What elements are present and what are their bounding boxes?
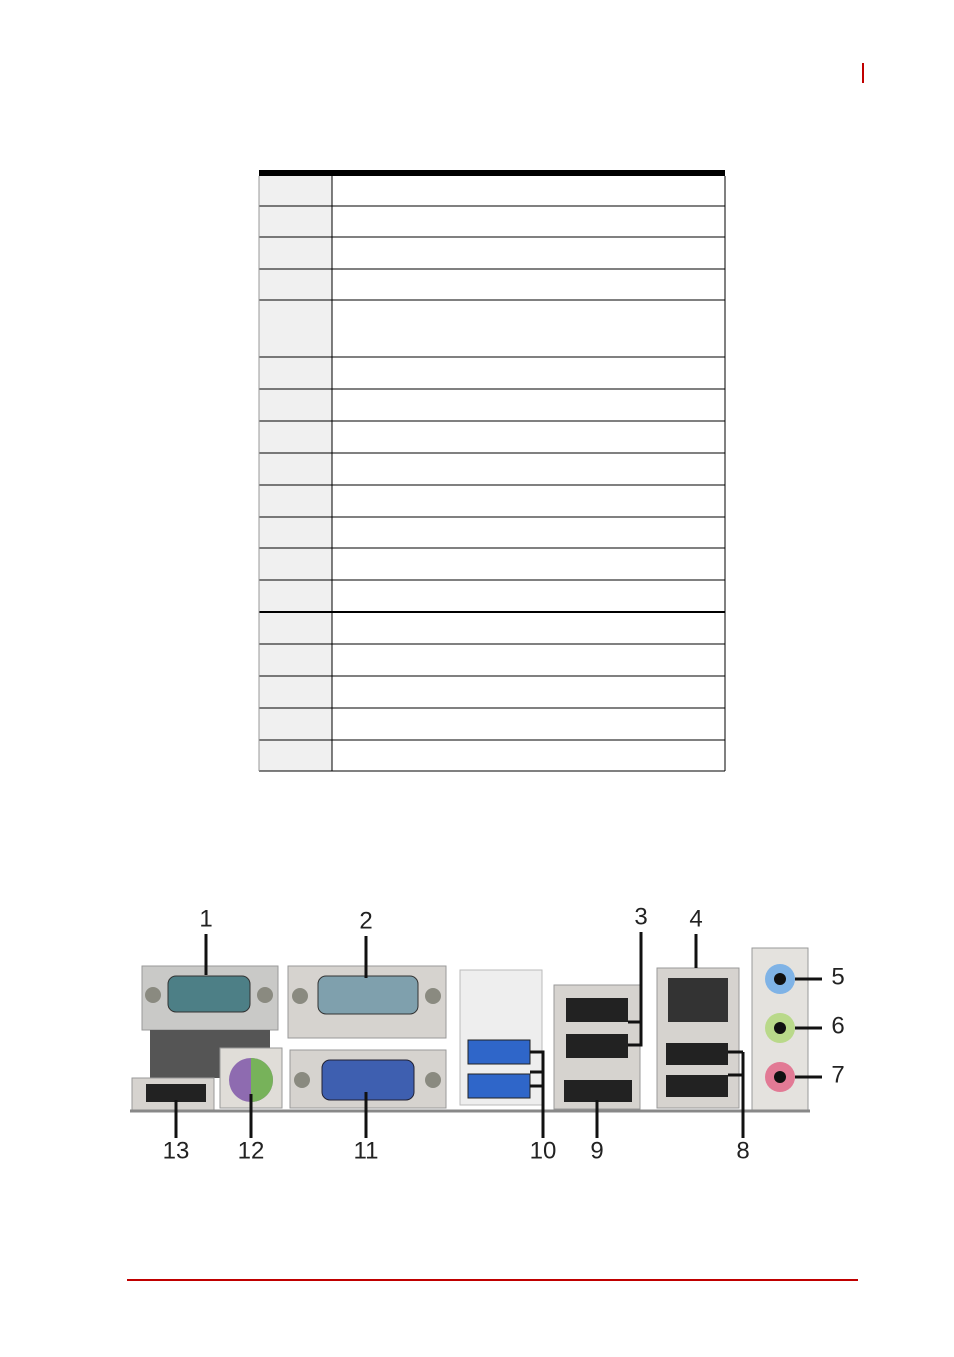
callout-number: 5 xyxy=(831,963,844,990)
callout-number: 8 xyxy=(736,1137,749,1164)
lan-port xyxy=(668,978,728,1022)
usb-port xyxy=(566,1034,628,1058)
callout-number: 12 xyxy=(238,1137,265,1164)
ps2-port-half xyxy=(251,1058,273,1102)
callout-number: 7 xyxy=(831,1061,844,1088)
screw xyxy=(425,988,441,1004)
serial-port xyxy=(317,975,419,1015)
screw xyxy=(425,1072,441,1088)
displayport xyxy=(146,1084,206,1102)
serial-port xyxy=(167,975,251,1013)
callout-number: 2 xyxy=(359,907,372,934)
usb-port xyxy=(566,998,628,1022)
table xyxy=(258,170,726,772)
screw xyxy=(292,988,308,1004)
audio-jack-hole xyxy=(774,1071,786,1083)
callout-lines xyxy=(174,932,822,1138)
footer-rule xyxy=(127,1279,858,1281)
hdmi-port xyxy=(564,1080,632,1102)
callout-number: 10 xyxy=(530,1137,557,1164)
audio-jack-hole xyxy=(774,973,786,985)
usb3-port xyxy=(467,1073,531,1099)
screw xyxy=(257,987,273,1003)
screw xyxy=(145,987,161,1003)
callout-number: 13 xyxy=(163,1137,190,1164)
audio-jack-hole xyxy=(774,1022,786,1034)
header-mark xyxy=(862,63,864,83)
callout-number: 1 xyxy=(199,905,212,932)
vga-port xyxy=(321,1059,415,1101)
callout-number: 4 xyxy=(689,905,702,932)
callout-number: 6 xyxy=(831,1012,844,1039)
table-label-column xyxy=(259,176,332,771)
callout-number: 3 xyxy=(634,903,647,930)
usb-port xyxy=(666,1043,728,1065)
screw xyxy=(294,1072,310,1088)
table-header-bar xyxy=(259,170,725,176)
callout-number: 9 xyxy=(590,1137,603,1164)
usb3-port xyxy=(467,1039,531,1065)
callout-number: 11 xyxy=(354,1137,379,1164)
usb-port xyxy=(666,1075,728,1097)
